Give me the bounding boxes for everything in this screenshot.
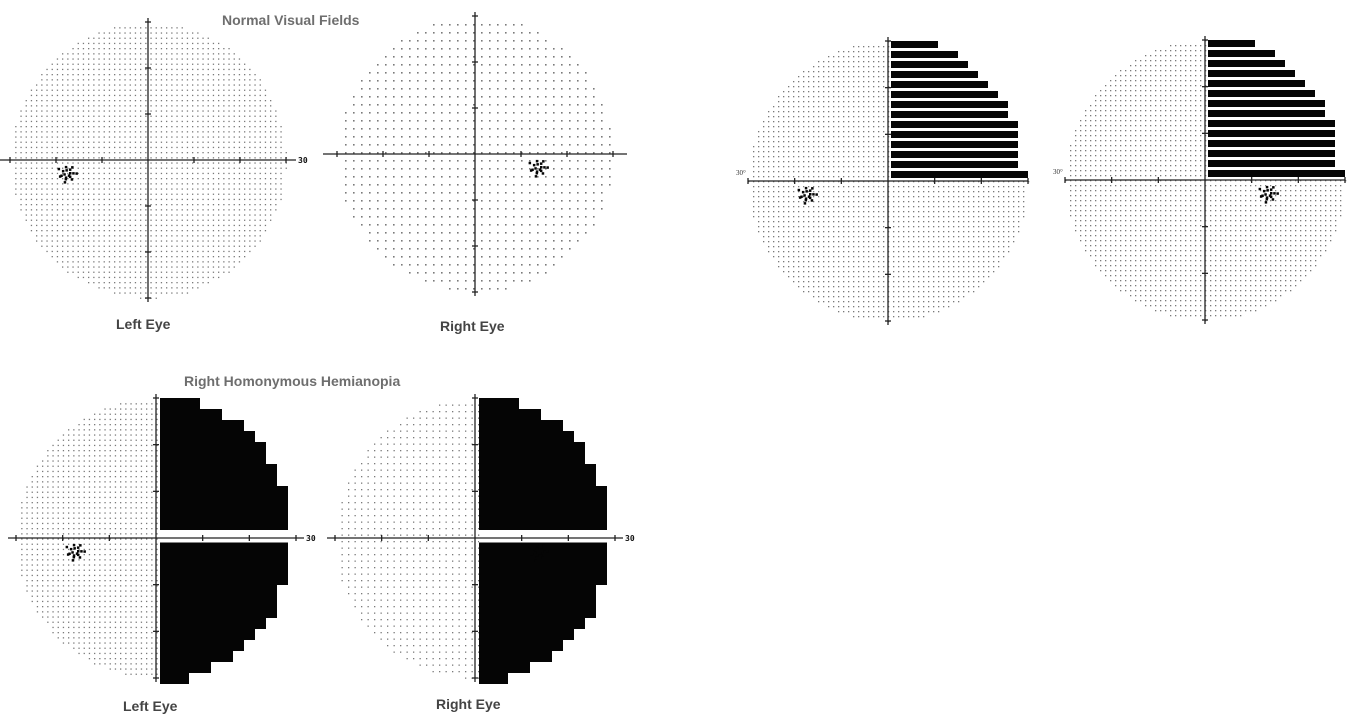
field-axes (323, 12, 627, 296)
field-defect (891, 41, 1028, 178)
scale-label: 30 (298, 156, 308, 165)
threshold-dots (748, 41, 1030, 323)
hemianopia-left-eye-label: Left Eye (123, 698, 178, 714)
scale-label: 30 (625, 534, 635, 543)
quadrant-left-eye-field: 30° (736, 37, 1030, 325)
normal-fields-title: Normal Visual Fields (222, 12, 360, 28)
scale-label: 30 (306, 534, 316, 543)
field-axes (8, 394, 304, 682)
field-axes (1064, 36, 1346, 324)
blind-spot (65, 543, 86, 562)
blind-spot (528, 159, 549, 178)
blind-spot (797, 186, 818, 205)
hemianopia-right-eye-label: Right Eye (436, 696, 501, 712)
threshold-dots (345, 24, 611, 290)
threshold-dots (21, 403, 158, 675)
threshold-dots (341, 404, 480, 679)
field-defect (1208, 40, 1345, 177)
blind-spot (57, 165, 78, 184)
field-axes (0, 18, 296, 302)
normal-left-eye-field: 30 (0, 18, 308, 302)
threshold-dots (1065, 40, 1347, 322)
normal-right-eye-field (323, 12, 627, 296)
quadrant-right-eye-field: 30° (1053, 36, 1347, 324)
normal-left-eye-label: Left Eye (116, 316, 171, 332)
normal-right-eye-label: Right Eye (440, 318, 505, 334)
field-defect (479, 398, 607, 684)
field-axes (327, 394, 623, 682)
field-defect (160, 398, 288, 684)
hemianopia-right-eye-field: 30 (327, 394, 635, 684)
hemianopia-left-eye-field: 30 (8, 394, 316, 684)
hemianopia-title: Right Homonymous Hemianopia (184, 373, 401, 389)
blind-spot (528, 543, 549, 562)
threshold-dots (15, 27, 287, 299)
field-axes (747, 37, 1029, 325)
blind-spot (1258, 185, 1279, 204)
degree-label: 30° (1053, 168, 1063, 176)
degree-label: 30° (736, 169, 746, 177)
